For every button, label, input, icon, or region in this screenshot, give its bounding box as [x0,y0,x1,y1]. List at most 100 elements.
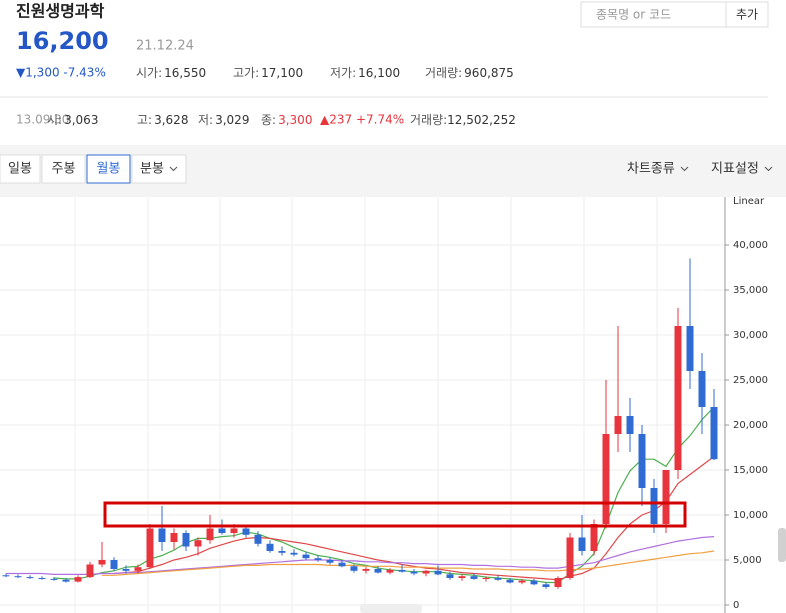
period-button[interactable] [0,154,41,184]
candle-body [374,569,382,573]
candle-body [158,528,166,542]
moving-average-line [102,550,715,576]
candle-body [614,416,622,434]
candle-body [602,434,610,524]
stat-value: 16,550 [164,66,206,80]
candle-body [686,326,694,371]
candle-body [638,434,646,488]
candle-body [206,528,214,541]
hover-stat: 고: 3,628 [137,113,188,127]
candle-body [2,575,10,577]
period-label: 분봉 [140,162,164,177]
candle-body [674,326,682,470]
candle-body [338,562,346,567]
chart: 0 5,000 10,000 15,000 20,000 25,000 30,000 35,0… [0,197,768,613]
scale-label: Linear [733,196,765,207]
candle-body [350,566,358,571]
candle-body [398,569,406,572]
stat: 시가: 16,550 [136,66,206,80]
y-tick-label: 5,000 [733,555,762,566]
hover-stat: 종: 3,300 [261,113,312,127]
candle-body [290,552,298,555]
toolbar-buttons: 일봉 주봉 월봉 분봉 차트종류 지표설정 [0,154,773,184]
scroll-handle[interactable] [778,528,786,562]
candle-body [74,577,82,582]
y-tick-label: 35,000 [733,285,768,296]
candle-body [554,578,562,587]
period-button[interactable] [86,154,131,184]
period-label: 주봉 [52,162,76,177]
y-tick-label: 20,000 [733,420,768,431]
hover-stat-label: 종: [261,113,276,127]
candle-body [662,470,670,524]
menu-label[interactable]: 지표설정 [711,162,759,177]
stat-label: 시가: [136,66,162,80]
candle-body [386,569,394,573]
candle-body [590,524,598,551]
candle-body [302,554,310,559]
hover-stat-label: 고: [137,113,152,127]
hover-volume: 거래량:12,502,252 [410,113,516,127]
candle-body [146,528,154,568]
hover-stat-value: 3,300 [278,113,312,127]
change: ▼1,300 -7.43% [16,66,106,80]
menu-label[interactable]: 차트종류 [627,162,675,177]
candle-body [626,416,634,434]
candle-body [434,570,442,575]
candle-body [650,488,658,524]
stat: 고가: 17,100 [233,66,303,80]
moving-average-line [6,536,715,575]
candle-body [122,569,130,571]
candle-body [110,560,118,569]
y-tick-label: 40,000 [733,240,768,251]
hover-stat: 시: 3,063 [47,113,98,127]
moving-average-line [53,406,715,584]
candle-body [506,579,514,583]
search-box[interactable] [580,1,727,28]
candle-body [578,537,586,551]
candle-body [182,533,190,547]
period-button[interactable] [131,154,187,184]
hover-date: 13.09.30 [16,113,69,127]
candle-body [26,577,34,579]
stat: 거래량: 960,875 [425,66,514,80]
stat-value: 960,875 [464,66,514,80]
add-button[interactable] [725,1,769,28]
candle-body [230,528,238,533]
moving-average-line [113,456,715,581]
add-button-label: 추가 [736,8,758,22]
search-placeholder: 종목명 or 코드 [596,8,671,22]
hover-stat-label: 저: [198,113,213,127]
stat-label: 거래량: [425,66,462,80]
candle-body [410,571,418,574]
hover-stat-value: 3,628 [154,113,188,127]
candle-body [566,537,574,578]
period-label: 월봉 [97,162,121,177]
hover-stat: 저: 3,029 [198,113,249,127]
period-button[interactable] [41,154,86,184]
candle-body [14,576,22,578]
candle-body [494,578,502,580]
candle-body [254,534,262,544]
candle-body [170,533,178,542]
y-tick-label: 25,000 [733,375,768,386]
price: 16,200 [16,27,109,55]
hover-stat-value: 3,063 [64,113,98,127]
y-tick-label: 15,000 [733,465,768,476]
candle-body [362,569,370,571]
candle-body [458,576,466,578]
stat-value: 16,100 [358,66,400,80]
highlight-box [103,501,687,528]
candle-body [194,540,202,547]
stat-value: 17,100 [261,66,303,80]
stat-label: 저가: [330,66,356,80]
y-tick-label: 0 [733,600,739,611]
bottom-tab[interactable] [360,604,422,613]
stat: 저가: 16,100 [330,66,400,80]
candle-body [278,551,286,553]
hover-stats: 시: 3,063 고: 3,628 저: 3,029 종: 3,300 [47,113,312,127]
candle-body [218,528,226,533]
y-tick-label: 30,000 [733,330,768,341]
hover-change: ▲237 +7.74% [320,113,404,127]
